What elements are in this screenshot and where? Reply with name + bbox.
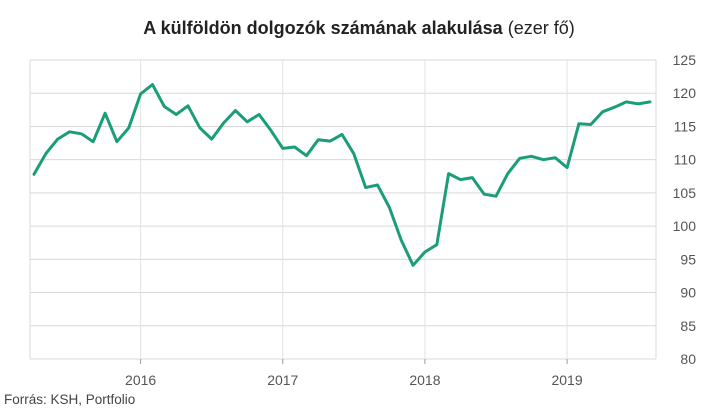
chart-title: A külföldön dolgozók számának alakulása … bbox=[0, 18, 718, 39]
y-tick-label: 105 bbox=[673, 185, 697, 201]
y-tick-label: 85 bbox=[680, 318, 696, 334]
y-tick-label: 110 bbox=[674, 152, 697, 168]
chart-title-main: A külföldön dolgozók számának alakulása bbox=[143, 18, 503, 38]
series-line-0 bbox=[32, 83, 652, 267]
x-tick-label: 2016 bbox=[125, 372, 156, 388]
y-tick-label: 125 bbox=[673, 52, 697, 68]
x-tick-label: 2017 bbox=[267, 372, 298, 388]
y-tick-label: 95 bbox=[680, 251, 696, 267]
x-tick-label: 2018 bbox=[409, 372, 440, 388]
y-tick-label: 100 bbox=[673, 218, 697, 234]
y-tick-label: 80 bbox=[680, 351, 696, 367]
y-tick-label: 90 bbox=[680, 285, 696, 301]
y-tick-label: 115 bbox=[674, 118, 697, 134]
y-tick-label: 120 bbox=[673, 85, 697, 101]
chart-title-unit: (ezer fő) bbox=[507, 18, 575, 38]
x-tick-label: 2019 bbox=[551, 372, 582, 388]
chart-source: Forrás: KSH, Portfolio bbox=[4, 392, 136, 407]
